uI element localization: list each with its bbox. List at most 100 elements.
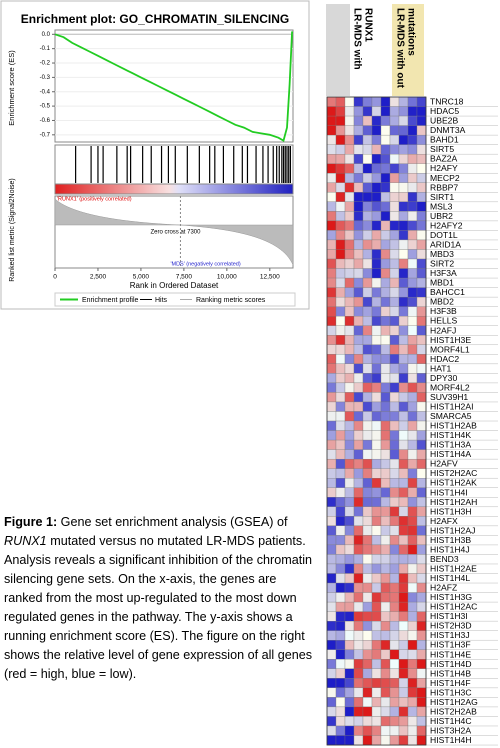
heatmap-cell <box>380 335 391 345</box>
heatmap-cell <box>353 468 364 479</box>
heatmap-cell <box>335 211 346 222</box>
heatmap-cell <box>344 687 355 698</box>
heatmap-cell <box>398 239 409 250</box>
heatmap-cell <box>335 306 346 317</box>
heatmap-cell <box>416 316 427 326</box>
heatmap-cell <box>416 173 427 183</box>
heatmap-cell <box>344 706 355 717</box>
y2-axis-label: Ranked list metric (Signal2Noise) <box>9 178 16 281</box>
heatmap-cell <box>398 115 409 126</box>
gene-label: HIST1H4F <box>430 678 471 688</box>
heatmap-cell <box>416 211 427 222</box>
heatmap-cell <box>389 373 400 384</box>
heatmap-cell <box>389 621 400 631</box>
gene-label: MECP2 <box>430 173 460 183</box>
heatmap-cell <box>326 392 337 403</box>
heatmap-cell <box>380 316 391 326</box>
heatmap-cell <box>362 554 373 565</box>
group-header: RUNX1 <box>362 8 373 42</box>
heatmap-cell <box>344 640 355 650</box>
heatmap-cell <box>362 287 373 298</box>
y-tick-label: -0.2 <box>40 61 51 67</box>
heatmap-cell <box>380 354 391 364</box>
heatmap-cell <box>362 449 373 460</box>
heatmap-cell <box>371 497 382 507</box>
heatmap-cell <box>389 382 400 393</box>
heatmap-cell <box>416 335 427 345</box>
heatmap-cell <box>416 163 427 174</box>
heatmap-cell <box>353 306 364 317</box>
heatmap-cell <box>335 573 346 584</box>
heatmap-cell <box>416 640 427 650</box>
gene-label: HIST1H2AJ <box>430 525 475 535</box>
heatmap-cell <box>344 516 355 527</box>
heatmap-cell <box>344 354 355 364</box>
heatmap-cell <box>371 192 382 202</box>
heatmap-cell <box>398 621 409 631</box>
heatmap-cell <box>398 525 409 536</box>
gene-label: HIST2H2AC <box>430 468 477 478</box>
heatmap-cell <box>362 316 373 326</box>
heatmap-cell <box>407 659 418 669</box>
heatmap-cell <box>371 106 382 117</box>
heatmap-cell <box>326 363 337 374</box>
heatmap-cell <box>344 439 355 450</box>
heatmap-cell <box>389 649 400 660</box>
heatmap-cell <box>398 296 409 307</box>
heatmap-cell <box>371 382 382 393</box>
heatmap-cell <box>416 354 427 364</box>
heatmap-cell <box>362 497 373 507</box>
heatmap-cell <box>344 335 355 345</box>
heatmap-cell <box>380 306 391 317</box>
heatmap-cell <box>335 335 346 345</box>
heatmap-cell <box>380 144 391 155</box>
heatmap-cell <box>389 563 400 574</box>
heatmap-cell <box>326 249 337 260</box>
heatmap-cell <box>362 687 373 698</box>
heatmap-cell <box>398 411 409 422</box>
heatmap-cell <box>362 268 373 279</box>
heatmap-cell <box>398 497 409 507</box>
heatmap-cell <box>344 611 355 622</box>
heatmap-cell <box>407 354 418 364</box>
heatmap-cell <box>335 506 346 517</box>
heatmap-cell <box>380 725 391 736</box>
heatmap-cell <box>326 201 337 212</box>
heatmap-cell <box>326 344 337 355</box>
gene-label: H2AFJ <box>430 325 456 335</box>
heatmap-cell <box>344 725 355 736</box>
heatmap-cell <box>353 201 364 212</box>
heatmap-cell <box>416 220 427 231</box>
heatmap-cell <box>353 630 364 641</box>
heatmap-cell <box>362 239 373 250</box>
heatmap-cell <box>398 659 409 669</box>
heatmap-cell <box>362 344 373 355</box>
heatmap-cell <box>344 325 355 336</box>
heatmap-cell <box>389 659 400 669</box>
heatmap-cell <box>380 601 391 612</box>
heatmap-cell <box>398 573 409 584</box>
enrichment-line <box>54 31 293 142</box>
heatmap-cell <box>371 363 382 374</box>
heatmap-cell <box>380 649 391 660</box>
heatmap-cell <box>326 258 337 269</box>
gene-label: HELLS <box>430 316 457 326</box>
heatmap-cell <box>380 230 391 241</box>
heatmap-cell <box>398 592 409 603</box>
heatmap-cell <box>407 325 418 336</box>
heatmap-cell <box>380 96 391 107</box>
heatmap-cell <box>380 544 391 555</box>
heatmap-cell <box>416 563 427 574</box>
heatmap-cell <box>335 182 346 193</box>
heatmap-cell <box>416 296 427 307</box>
heatmap-cell <box>398 277 409 288</box>
heatmap-cell <box>326 563 337 574</box>
heatmap-cell <box>407 96 418 107</box>
y-axis-label: Enrichment score (ES) <box>7 50 16 126</box>
heatmap-cell <box>380 478 391 488</box>
heatmap-cell <box>362 621 373 631</box>
heatmap-cell <box>416 497 427 507</box>
heatmap-cell <box>371 401 382 412</box>
heatmap-cell <box>398 516 409 527</box>
gene-label: MBD3 <box>430 249 454 259</box>
